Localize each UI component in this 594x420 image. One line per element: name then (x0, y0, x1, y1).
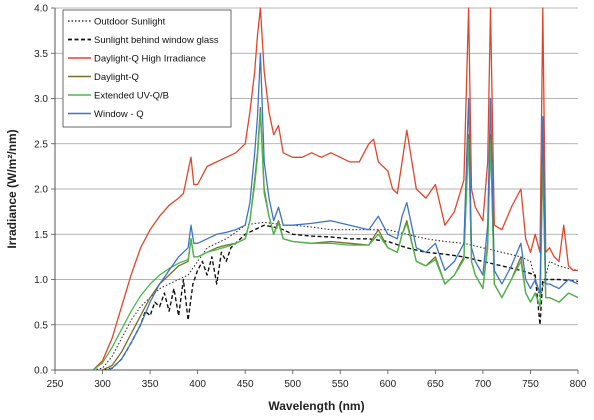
legend-item: Sunlight behind window glass (68, 35, 219, 46)
legend-item: Daylight-Q High Irradiance (68, 54, 206, 65)
x-tick-label: 350 (142, 379, 159, 390)
legend-box (62, 9, 232, 128)
y-tick-label: 4.0 (34, 4, 48, 15)
legend-item: Window - Q (68, 109, 144, 120)
legend-label: Outdoor Sunlight (94, 17, 166, 28)
legend-label: Extended UV-Q/B (94, 91, 169, 102)
legend-label: Daylight-Q High Irradiance (94, 54, 206, 65)
y-tick-label: 1.0 (34, 275, 48, 286)
series-lines (92, 7, 578, 370)
x-tick-label: 450 (237, 379, 254, 390)
x-tick-label: 750 (522, 379, 539, 390)
x-tick-label: 800 (570, 379, 587, 390)
legend-item: Extended UV-Q/B (68, 91, 169, 102)
x-tick-label: 650 (427, 379, 444, 390)
legend-item: Outdoor Sunlight (68, 17, 166, 28)
legend-item: Daylight-Q (68, 72, 139, 83)
series-line-5 (92, 111, 578, 370)
legend-label: Window - Q (94, 109, 144, 120)
y-tick-label: 2.5 (34, 139, 48, 150)
tick-labels: 0.0 0.5 1.0 1.5 2.0 2.5 3.0 3.5 4.0 250 300 350 400 4… (34, 4, 587, 391)
x-tick-label: 700 (475, 379, 492, 390)
y-tick-label: 0.5 (34, 320, 48, 331)
x-axis-title: Wavelength (nm) (268, 399, 364, 413)
series-line-3 (92, 7, 578, 370)
y-tick-label: 2.0 (34, 185, 48, 196)
series-line-6 (107, 52, 578, 370)
x-tick-label: 400 (189, 379, 206, 390)
x-tick-label: 600 (379, 379, 396, 390)
y-tick-label: 3.5 (34, 49, 48, 60)
y-tick-label: 3.0 (34, 94, 48, 105)
y-axis-title: Irradiance (W/m²/nm) (5, 129, 19, 248)
x-tick-label: 300 (94, 379, 111, 390)
y-tick-label: 0.0 (34, 366, 48, 377)
x-tick-label: 250 (47, 379, 64, 390)
x-tick-label: 550 (332, 379, 349, 390)
legend: Outdoor Sunlight Sunlight behind window g… (62, 9, 232, 128)
axes (51, 7, 579, 374)
legend-label: Daylight-Q (94, 72, 139, 83)
legend-label: Sunlight behind window glass (94, 35, 219, 46)
legend-items: Outdoor Sunlight Sunlight behind window g… (68, 17, 219, 120)
x-tick-label: 500 (284, 379, 301, 390)
y-tick-label: 1.5 (34, 230, 48, 241)
